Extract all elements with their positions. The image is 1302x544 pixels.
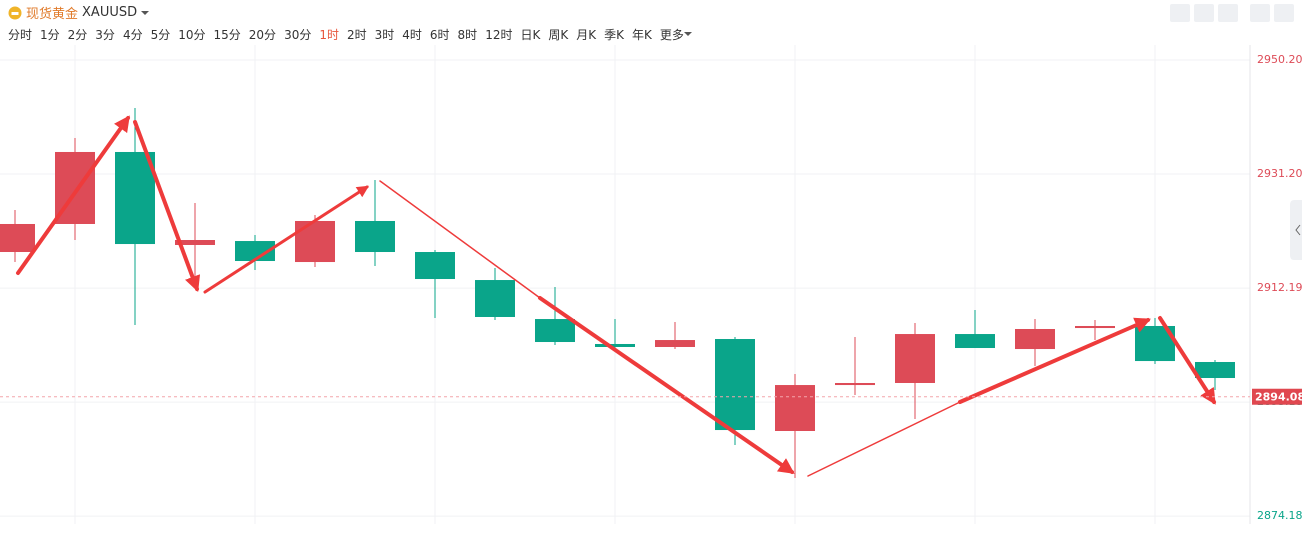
header: 现货黄金 XAUUSD <box>0 0 1302 24</box>
period-bar: 分时 1分 2分 3分 4分 5分 10分 15分 20分 30分 1时 2时 3时 4时 6时 8时 12时日… <box>8 26 692 43</box>
more-caret <box>683 32 692 36</box>
candle-body <box>1075 325 1115 329</box>
grid <box>0 45 1250 524</box>
candle-body <box>715 339 755 431</box>
last-price-label: 2894.08 <box>1255 391 1302 404</box>
period[interactable]: 更多 <box>659 28 684 42</box>
candle-body <box>415 252 455 280</box>
candle-body <box>835 382 875 386</box>
tool-button[interactable] <box>1250 4 1270 22</box>
period[interactable]: 3分 <box>95 28 115 42</box>
candle-body <box>595 343 635 347</box>
tool-button[interactable] <box>1170 4 1190 22</box>
period[interactable]: 1时 <box>319 28 339 42</box>
candle-body <box>655 340 695 347</box>
candle-body <box>475 280 515 317</box>
period[interactable]: 2分 <box>67 28 88 42</box>
period[interactable]: 5分 <box>150 28 171 42</box>
trend-line <box>807 401 961 477</box>
period[interactable]: 3时 <box>374 28 395 42</box>
arrow <box>538 296 795 474</box>
tool-button[interactable] <box>1274 4 1294 22</box>
last-price-box <box>1252 388 1302 405</box>
tools <box>1170 4 1294 22</box>
candles <box>0 108 1235 479</box>
period[interactable]: 4分 <box>122 28 143 42</box>
arrow <box>133 120 201 292</box>
trend-line <box>379 180 541 299</box>
y-tick-label: 2912.19 <box>1257 281 1302 294</box>
period[interactable]: 10分 <box>178 28 206 42</box>
gold-icon <box>8 6 22 19</box>
period[interactable]: 8时 <box>457 28 478 42</box>
period[interactable]: 季K <box>604 28 624 42</box>
y-tick-label: 2950.20 <box>1257 53 1302 66</box>
candle-body <box>955 334 995 349</box>
period[interactable]: 20分 <box>248 28 277 42</box>
symbol-code: XAUUSD <box>82 5 138 20</box>
y-tick-label: 2931.20 <box>1257 167 1302 180</box>
period[interactable]: 12时 <box>485 28 513 42</box>
period[interactable]: 日K <box>520 28 541 42</box>
period[interactable]: 月K <box>576 28 597 42</box>
candle-body <box>535 319 575 343</box>
period[interactable]: 4时 <box>402 28 422 42</box>
candle-body <box>1015 328 1055 350</box>
period[interactable]: 分时 <box>8 28 33 42</box>
arrow <box>203 185 370 294</box>
period[interactable]: 年K <box>631 28 652 42</box>
candle-body <box>235 241 275 262</box>
arrow <box>16 115 130 275</box>
period[interactable]: 2时 <box>346 28 367 42</box>
tool-button[interactable] <box>1194 4 1214 22</box>
symbol-name: 现货黄金 <box>26 7 79 22</box>
y-axis: 2950.202931.202912.192893.182874.182894.… <box>0 45 1302 524</box>
symbol-title[interactable]: 现货黄金 XAUUSD <box>8 3 150 22</box>
arrow <box>1158 316 1216 405</box>
candle-body <box>1195 361 1235 379</box>
candle-body <box>895 334 935 383</box>
period[interactable]: 30分 <box>284 28 312 42</box>
collapse-icon <box>1295 224 1301 236</box>
period[interactable]: 1分 <box>40 28 60 42</box>
candle-body <box>115 151 155 245</box>
tool-button[interactable] <box>1218 4 1238 22</box>
arrow <box>958 317 1151 404</box>
period[interactable]: 6时 <box>429 28 450 42</box>
candle-body <box>775 385 815 431</box>
candle-body <box>295 220 335 263</box>
y-tick-label: 2874.18 <box>1257 509 1302 522</box>
candle-body <box>355 220 395 253</box>
annotations <box>16 115 1216 477</box>
period[interactable]: 周K <box>548 28 569 42</box>
candle-body <box>0 223 35 253</box>
dropdown-caret <box>141 10 150 15</box>
candle-body <box>175 240 215 245</box>
period[interactable]: 15分 <box>213 28 241 42</box>
